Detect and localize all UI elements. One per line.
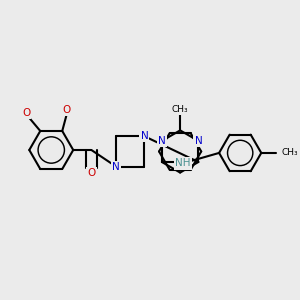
Text: N: N — [158, 136, 166, 146]
Text: N: N — [194, 136, 202, 146]
Text: N: N — [112, 162, 120, 172]
Text: N: N — [140, 131, 148, 141]
Text: CH₃: CH₃ — [172, 105, 188, 114]
Text: NH: NH — [175, 158, 191, 169]
Text: O: O — [22, 108, 30, 118]
Text: O: O — [87, 168, 95, 178]
Text: CH₃: CH₃ — [282, 148, 298, 158]
Text: O: O — [62, 105, 71, 115]
